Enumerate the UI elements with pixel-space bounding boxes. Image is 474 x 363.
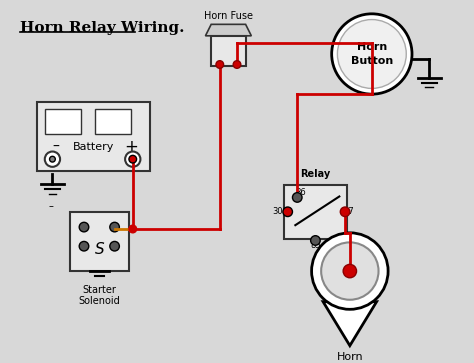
Circle shape [50, 156, 55, 162]
Circle shape [311, 233, 388, 309]
Text: 86: 86 [296, 188, 307, 197]
Text: –: – [48, 201, 53, 211]
FancyBboxPatch shape [211, 36, 246, 66]
Text: –: – [53, 139, 60, 154]
Text: Battery: Battery [73, 142, 114, 152]
Text: +: + [124, 138, 138, 156]
Text: Horn Relay Wiring.: Horn Relay Wiring. [20, 21, 184, 34]
FancyBboxPatch shape [37, 102, 150, 171]
Circle shape [110, 222, 119, 232]
Circle shape [321, 242, 379, 300]
Text: Horn: Horn [337, 352, 363, 362]
FancyBboxPatch shape [70, 212, 129, 271]
Bar [94, 110, 131, 134]
Text: 87: 87 [344, 207, 354, 216]
Circle shape [292, 193, 302, 202]
Text: Solenoid: Solenoid [78, 296, 120, 306]
Circle shape [79, 222, 89, 232]
Polygon shape [323, 302, 377, 346]
Circle shape [129, 155, 137, 163]
Circle shape [283, 207, 292, 217]
Circle shape [79, 241, 89, 251]
Circle shape [337, 20, 406, 89]
Polygon shape [205, 24, 251, 36]
Text: Horn Fuse: Horn Fuse [204, 11, 253, 21]
Circle shape [129, 225, 137, 233]
Text: 85: 85 [310, 241, 321, 250]
Circle shape [45, 151, 60, 167]
Circle shape [125, 151, 140, 167]
Bar [45, 110, 81, 134]
Circle shape [343, 264, 356, 278]
Circle shape [340, 207, 350, 217]
Text: Starter: Starter [82, 285, 116, 295]
Circle shape [233, 61, 241, 68]
FancyBboxPatch shape [284, 185, 347, 238]
Text: S: S [94, 241, 104, 257]
Text: Relay: Relay [301, 169, 330, 179]
Circle shape [110, 241, 119, 251]
Circle shape [216, 61, 224, 68]
Circle shape [332, 14, 412, 94]
Text: Button: Button [351, 56, 393, 66]
Text: 30: 30 [272, 207, 283, 216]
Circle shape [310, 236, 320, 245]
Text: Horn: Horn [357, 42, 387, 52]
